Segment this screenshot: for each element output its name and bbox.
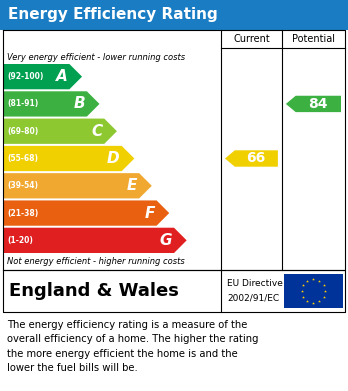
Bar: [284, 274, 343, 308]
Polygon shape: [4, 228, 187, 253]
Text: Not energy efficient - higher running costs: Not energy efficient - higher running co…: [7, 256, 185, 265]
Text: The energy efficiency rating is a measure of the
overall efficiency of a home. T: The energy efficiency rating is a measur…: [7, 320, 259, 373]
Text: 66: 66: [246, 151, 265, 165]
Polygon shape: [4, 118, 117, 144]
Text: England & Wales: England & Wales: [9, 282, 179, 300]
Text: EU Directive: EU Directive: [227, 279, 283, 288]
Text: A: A: [56, 69, 68, 84]
Text: (21-38): (21-38): [7, 208, 38, 217]
Bar: [0, 0, 348, 30]
Polygon shape: [225, 150, 278, 167]
Polygon shape: [4, 91, 100, 117]
Text: F: F: [144, 206, 155, 221]
Polygon shape: [286, 96, 341, 112]
Text: Current: Current: [233, 34, 270, 44]
Text: D: D: [107, 151, 120, 166]
Polygon shape: [4, 64, 82, 89]
Text: (69-80): (69-80): [7, 127, 38, 136]
Text: (92-100): (92-100): [7, 72, 44, 81]
Text: 84: 84: [308, 97, 327, 111]
Polygon shape: [4, 201, 169, 226]
Text: (55-68): (55-68): [7, 154, 38, 163]
Text: E: E: [127, 178, 137, 193]
Polygon shape: [4, 173, 152, 198]
Text: B: B: [73, 97, 85, 111]
Text: (39-54): (39-54): [7, 181, 38, 190]
Text: (1-20): (1-20): [7, 236, 33, 245]
Text: (81-91): (81-91): [7, 99, 38, 108]
Text: G: G: [159, 233, 172, 248]
Text: Very energy efficient - lower running costs: Very energy efficient - lower running co…: [7, 54, 185, 63]
Text: 2002/91/EC: 2002/91/EC: [227, 293, 279, 302]
Text: Energy Efficiency Rating: Energy Efficiency Rating: [8, 7, 218, 23]
Text: Potential: Potential: [292, 34, 335, 44]
Text: C: C: [91, 124, 102, 139]
Polygon shape: [4, 146, 134, 171]
